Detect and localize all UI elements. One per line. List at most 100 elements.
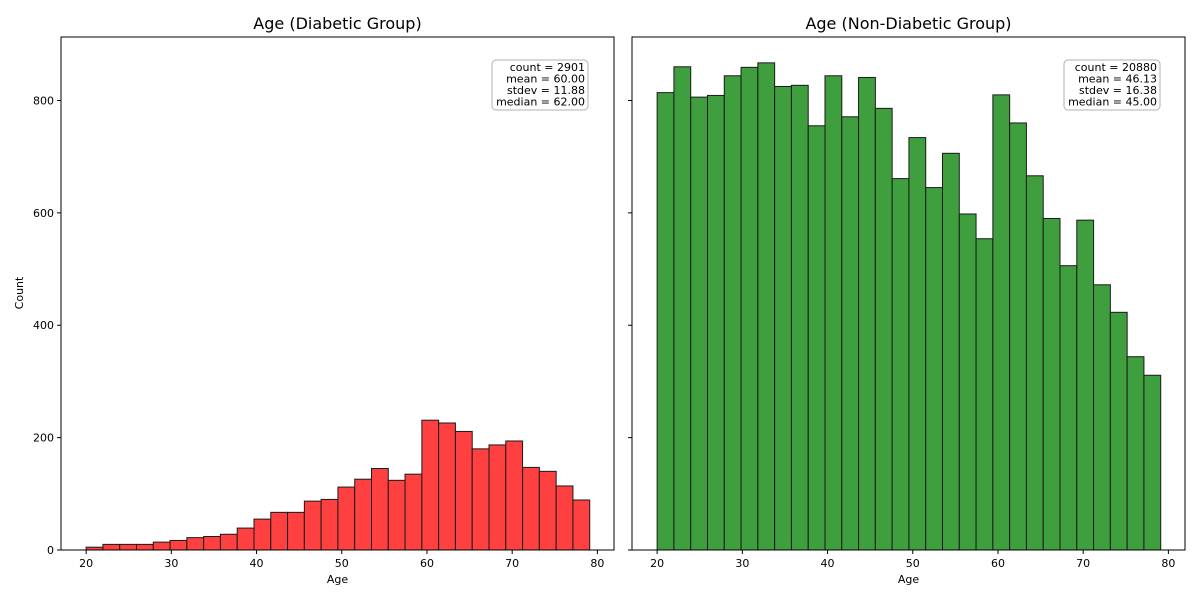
histogram-bar-nondiabetic (673, 66, 692, 551)
chart-title-nondiabetic: Age (Non-Diabetic Group) (805, 14, 1011, 33)
x-tick-label-nondiabetic: 30 (735, 557, 749, 570)
histogram-bar-nondiabetic (958, 213, 977, 551)
histogram-bar-diabetic (270, 511, 289, 551)
chart-title-diabetic: Age (Diabetic Group) (253, 14, 421, 33)
y-axis-label-diabetic: Count (13, 276, 26, 309)
histogram-bar-diabetic (135, 543, 154, 551)
histogram-bar-nondiabetic (1143, 374, 1162, 551)
histogram-bar-nondiabetic (925, 187, 944, 551)
histogram-bar-nondiabetic (1109, 311, 1128, 551)
stat-stdev-nondiabetic: stdev = 16.38 (1079, 84, 1157, 97)
histogram-bar-nondiabetic (1059, 265, 1078, 551)
histogram-bar-nondiabetic (690, 96, 709, 551)
stat-count-diabetic: count = 2901 (510, 61, 585, 74)
x-tick-label-diabetic: 80 (590, 557, 604, 570)
histogram-bar-diabetic (219, 533, 238, 551)
y-tick-label-diabetic: 0 (47, 544, 54, 557)
x-tick-label-diabetic: 60 (420, 557, 434, 570)
histogram-bar-nondiabetic (824, 75, 843, 551)
stat-mean-nondiabetic: mean = 46.13 (1078, 73, 1157, 86)
y-tick-label-diabetic: 800 (33, 94, 54, 107)
stats-box-frame-nondiabetic (1063, 59, 1161, 111)
y-tick-label-diabetic: 400 (33, 319, 54, 332)
histogram-bar-diabetic (203, 536, 221, 551)
y-tick-label-diabetic: 600 (33, 207, 54, 220)
histogram-bar-nondiabetic (807, 125, 826, 551)
x-axis-label-nondiabetic: Age (898, 573, 920, 586)
stats-box-frame-diabetic (491, 59, 589, 111)
histogram-bar-diabetic (303, 500, 322, 551)
histogram-bar-nondiabetic (1126, 356, 1145, 551)
stat-stdev-diabetic: stdev = 11.88 (507, 84, 585, 97)
histogram-bar-diabetic (404, 473, 423, 551)
histogram-bar-diabetic (505, 440, 524, 551)
x-tick-label-nondiabetic: 60 (991, 557, 1005, 570)
histogram-bar-nondiabetic (706, 94, 725, 551)
stats-box-diabetic: count = 2901 mean = 60.00 stdev = 11.88 … (491, 59, 589, 111)
x-tick-label-diabetic: 50 (335, 557, 349, 570)
histogram-bar-nondiabetic (1076, 219, 1095, 551)
x-tick-label-nondiabetic: 50 (906, 557, 920, 570)
histogram-bar-nondiabetic (841, 116, 860, 551)
histogram-bar-nondiabetic (1093, 284, 1111, 551)
histogram-bar-nondiabetic (723, 75, 742, 551)
histogram-bar-diabetic (119, 543, 137, 551)
x-tick-label-diabetic: 40 (250, 557, 264, 570)
histogram-bar-diabetic (320, 498, 339, 551)
histogram-bar-nondiabetic (1025, 175, 1044, 551)
histogram-bar-diabetic (572, 499, 591, 551)
stat-median-nondiabetic: median = 45.00 (1068, 96, 1157, 109)
x-tick-label-diabetic: 30 (164, 557, 178, 570)
histogram-bar-diabetic (354, 478, 372, 551)
histogram-bar-diabetic (287, 511, 305, 551)
histogram-bar-nondiabetic (740, 66, 759, 551)
histogram-bar-diabetic (253, 518, 272, 551)
x-tick-label-nondiabetic: 80 (1161, 557, 1175, 570)
histogram-bar-nondiabetic (790, 84, 809, 551)
histogram-bar-nondiabetic (992, 94, 1011, 551)
histogram-bar-diabetic (522, 466, 540, 551)
histogram-bar-diabetic (387, 479, 406, 551)
axes-frame-diabetic (60, 36, 615, 551)
stat-count-nondiabetic: count = 20880 (1075, 61, 1157, 74)
histogram-bar-diabetic (186, 537, 205, 551)
histogram-bar-nondiabetic (656, 92, 675, 551)
histogram-bar-nondiabetic (1042, 217, 1061, 551)
histogram-bar-nondiabetic (942, 152, 960, 551)
y-tick-label-diabetic: 200 (33, 432, 54, 445)
x-tick-label-diabetic: 70 (505, 557, 519, 570)
x-tick-label-nondiabetic: 20 (650, 557, 664, 570)
stat-mean-diabetic: mean = 60.00 (506, 73, 585, 86)
histogram-bar-diabetic (102, 543, 121, 551)
histogram-bar-diabetic (371, 468, 389, 551)
histogram-bar-diabetic (421, 419, 440, 551)
stat-median-diabetic: median = 62.00 (496, 96, 585, 109)
histogram-bar-diabetic (169, 539, 188, 551)
histogram-bar-nondiabetic (1009, 122, 1027, 551)
histogram-bar-diabetic (438, 422, 456, 551)
histogram-bar-nondiabetic (774, 85, 792, 551)
histogram-bar-diabetic (152, 541, 171, 551)
histogram-bar-nondiabetic (975, 238, 994, 551)
histogram-bar-diabetic (555, 485, 574, 551)
histogram-bar-diabetic (538, 470, 557, 551)
x-axis-label-diabetic: Age (327, 573, 349, 586)
histogram-bar-nondiabetic (757, 62, 776, 551)
histogram-bar-diabetic (337, 486, 356, 551)
histogram-bar-nondiabetic (891, 178, 910, 551)
x-tick-label-nondiabetic: 40 (821, 557, 835, 570)
x-tick-label-diabetic: 20 (79, 557, 93, 570)
axes-frame-nondiabetic (631, 36, 1186, 551)
histogram-bar-diabetic (488, 444, 507, 551)
histogram-bar-nondiabetic (908, 137, 927, 551)
histogram-bar-diabetic (236, 527, 255, 551)
stats-box-nondiabetic: count = 20880 mean = 46.13 stdev = 16.38… (1063, 59, 1161, 111)
histogram-bar-nondiabetic (874, 107, 893, 551)
histogram-bar-nondiabetic (858, 76, 876, 551)
histogram-panel-nondiabetic: 20 30 40 50 60 70 80 (628, 36, 1186, 570)
x-tick-label-nondiabetic: 70 (1076, 557, 1090, 570)
